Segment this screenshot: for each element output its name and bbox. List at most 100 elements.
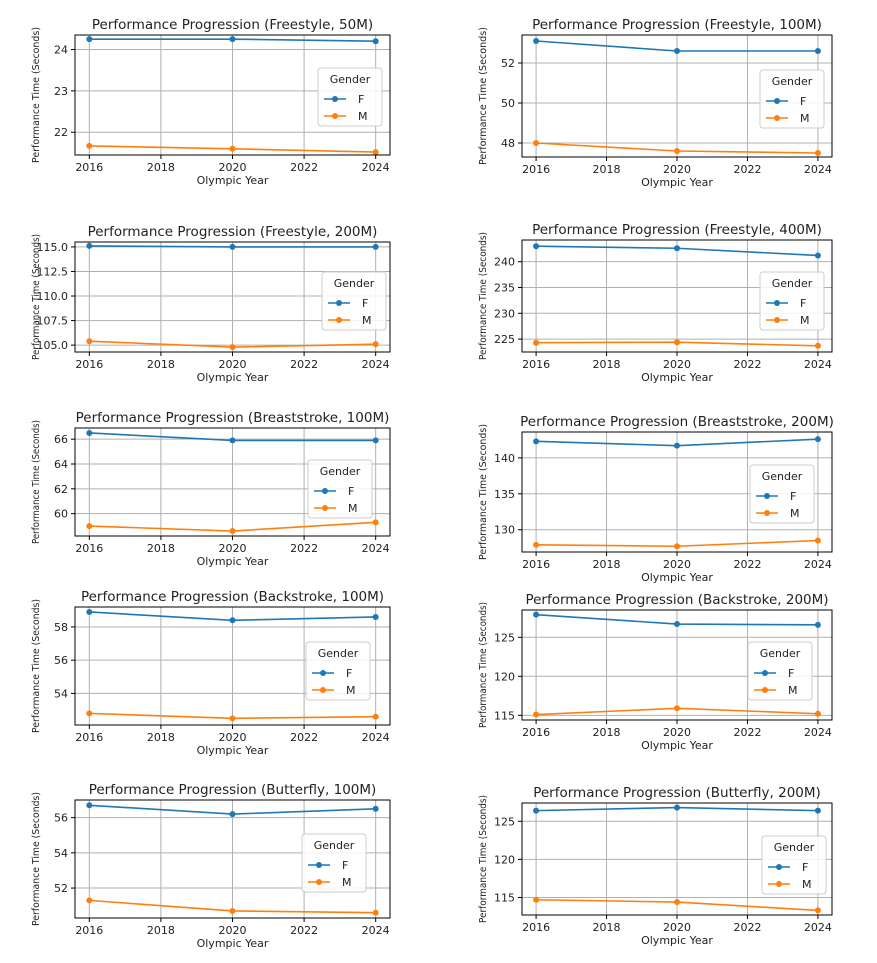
x-tick-label: 2016 bbox=[522, 163, 550, 176]
legend-marker-F bbox=[776, 864, 782, 870]
legend-marker-F bbox=[332, 96, 338, 102]
data-point-F bbox=[229, 617, 236, 624]
data-point-F bbox=[86, 242, 93, 249]
legend-label-M: M bbox=[790, 507, 800, 520]
x-axis-label: Olympic Year bbox=[641, 176, 713, 189]
y-axis-label: Performance Time (Seconds) bbox=[478, 602, 489, 728]
x-tick-label: 2024 bbox=[362, 542, 390, 555]
x-axis-label: Olympic Year bbox=[197, 174, 269, 187]
x-tick-label: 2016 bbox=[522, 558, 550, 571]
legend-title: Gender bbox=[330, 73, 371, 86]
data-point-F bbox=[372, 805, 379, 812]
data-point-F bbox=[814, 807, 821, 814]
data-point-M bbox=[372, 909, 379, 916]
legend-box bbox=[301, 833, 367, 893]
chart-title: Performance Progression (Freestyle, 400M… bbox=[532, 222, 822, 238]
data-point-F bbox=[86, 802, 93, 809]
x-tick-label: 2022 bbox=[290, 358, 318, 371]
data-point-M bbox=[814, 907, 821, 914]
legend-label-F: F bbox=[800, 95, 806, 108]
legend: Gender FM bbox=[747, 641, 813, 701]
data-point-F bbox=[229, 437, 236, 444]
data-point-M bbox=[86, 523, 93, 530]
y-axis-label: Performance Time (Seconds) bbox=[31, 599, 42, 733]
data-point-M bbox=[533, 339, 540, 346]
data-point-F bbox=[533, 807, 540, 814]
y-tick-label: 110.0 bbox=[37, 290, 69, 303]
chart-title: Performance Progression (Backstroke, 200… bbox=[525, 592, 828, 608]
chart-title: Performance Progression (Freestyle, 100M… bbox=[532, 17, 822, 33]
chart-title: Performance Progression (Breaststroke, 1… bbox=[76, 410, 390, 426]
x-axis-label: Olympic Year bbox=[197, 744, 269, 757]
x-tick-label: 2020 bbox=[219, 924, 247, 937]
x-tick-label: 2016 bbox=[75, 161, 103, 174]
y-tick-label: 120 bbox=[494, 670, 515, 683]
x-tick-label: 2022 bbox=[733, 558, 761, 571]
x-tick-label: 2024 bbox=[804, 921, 832, 934]
x-tick-label: 2016 bbox=[75, 358, 103, 371]
legend-marker-M bbox=[322, 505, 328, 511]
legend-title: Gender bbox=[760, 647, 801, 660]
legend-label-F: F bbox=[362, 297, 368, 310]
legend-marker-M bbox=[764, 510, 770, 516]
legend-marker-M bbox=[332, 113, 338, 119]
legend-title: Gender bbox=[762, 470, 803, 483]
legend-label-M: M bbox=[346, 684, 356, 697]
data-point-F bbox=[674, 804, 680, 811]
y-tick-label: 230 bbox=[494, 307, 515, 320]
y-tick-label: 58 bbox=[54, 621, 68, 634]
legend-label-F: F bbox=[342, 859, 348, 872]
y-axis-label: Performance Time (Seconds) bbox=[478, 424, 489, 560]
data-point-F bbox=[533, 38, 540, 44]
legend-box bbox=[305, 641, 371, 701]
y-tick-label: 240 bbox=[494, 256, 515, 269]
x-tick-label: 2024 bbox=[804, 726, 832, 739]
data-point-F bbox=[814, 436, 821, 443]
data-point-M bbox=[229, 344, 236, 351]
x-tick-label: 2024 bbox=[362, 924, 390, 937]
y-tick-label: 66 bbox=[54, 433, 68, 446]
legend-marker-F bbox=[336, 300, 342, 306]
y-tick-label: 125 bbox=[494, 815, 515, 828]
subplot-7: 2016 2018 2020 2022 2024 54 56 58 Performance Pr… bbox=[31, 589, 391, 757]
y-tick-label: 50 bbox=[501, 97, 515, 110]
x-tick-label: 2020 bbox=[663, 921, 691, 934]
x-tick-label: 2016 bbox=[522, 921, 550, 934]
legend-title: Gender bbox=[314, 839, 355, 852]
data-point-F bbox=[86, 36, 93, 43]
subplot-4: 2016 2018 2020 2022 2024 225 230 235 240 Performa… bbox=[478, 222, 833, 384]
data-point-M bbox=[674, 899, 680, 906]
data-point-M bbox=[674, 705, 680, 712]
y-tick-label: 52 bbox=[501, 57, 515, 70]
x-tick-label: 2018 bbox=[147, 161, 175, 174]
chart-title: Performance Progression (Butterfly, 200M… bbox=[533, 785, 821, 801]
data-point-M bbox=[814, 342, 821, 349]
data-point-F bbox=[86, 608, 93, 615]
legend-box bbox=[747, 641, 813, 701]
legend-label-F: F bbox=[790, 490, 796, 503]
x-axis-label: Olympic Year bbox=[197, 371, 269, 384]
legend-label-M: M bbox=[788, 684, 798, 697]
x-tick-label: 2016 bbox=[522, 358, 550, 371]
y-tick-label: 235 bbox=[494, 281, 515, 294]
y-tick-label: 115 bbox=[494, 891, 515, 904]
legend-box bbox=[759, 271, 825, 331]
legend-label-M: M bbox=[800, 112, 810, 125]
y-tick-label: 115 bbox=[494, 709, 515, 722]
data-point-F bbox=[229, 243, 236, 250]
x-tick-label: 2020 bbox=[663, 163, 691, 176]
data-point-M bbox=[674, 339, 680, 346]
data-point-M bbox=[86, 142, 93, 149]
legend-marker-M bbox=[774, 317, 780, 323]
legend-title: Gender bbox=[772, 277, 813, 290]
data-point-F bbox=[533, 438, 540, 445]
data-point-F bbox=[86, 429, 93, 436]
x-tick-label: 2024 bbox=[804, 358, 832, 371]
x-tick-label: 2018 bbox=[593, 163, 621, 176]
y-tick-label: 62 bbox=[54, 483, 68, 496]
x-axis-label: Olympic Year bbox=[197, 555, 269, 568]
data-point-F bbox=[533, 611, 540, 618]
legend-title: Gender bbox=[774, 841, 815, 854]
legend: Gender FM bbox=[305, 641, 371, 701]
legend-title: Gender bbox=[320, 465, 361, 478]
